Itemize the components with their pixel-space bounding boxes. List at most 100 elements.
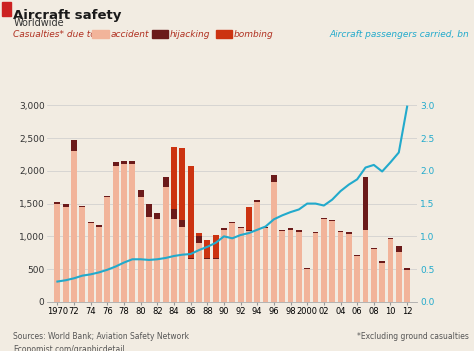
Bar bbox=[279, 231, 285, 302]
Bar bbox=[171, 147, 177, 210]
Bar bbox=[129, 164, 135, 302]
Text: hijacking: hijacking bbox=[170, 30, 210, 39]
Text: *Excluding ground casualties: *Excluding ground casualties bbox=[357, 332, 469, 341]
Bar bbox=[55, 204, 60, 302]
Bar bbox=[96, 225, 102, 226]
Bar bbox=[188, 258, 193, 259]
Bar bbox=[179, 148, 185, 220]
Bar bbox=[129, 161, 135, 164]
Bar bbox=[88, 223, 94, 302]
Bar bbox=[96, 226, 102, 302]
Text: Casualties* due to:: Casualties* due to: bbox=[13, 30, 99, 39]
Bar bbox=[188, 259, 193, 302]
Bar bbox=[321, 219, 327, 302]
Bar bbox=[221, 230, 227, 302]
Bar bbox=[321, 218, 327, 219]
Bar bbox=[313, 233, 319, 302]
Bar bbox=[196, 243, 202, 302]
Bar bbox=[396, 245, 402, 252]
Bar bbox=[155, 213, 160, 219]
Bar bbox=[363, 230, 368, 302]
Bar bbox=[171, 210, 177, 219]
Bar bbox=[104, 197, 110, 302]
Bar bbox=[63, 207, 69, 302]
Bar bbox=[396, 252, 402, 302]
Bar bbox=[213, 258, 219, 259]
Bar bbox=[163, 177, 169, 187]
Bar bbox=[404, 270, 410, 302]
Bar bbox=[271, 182, 277, 302]
Bar bbox=[146, 217, 152, 302]
Bar bbox=[279, 230, 285, 231]
Bar bbox=[337, 232, 344, 302]
Bar bbox=[296, 231, 302, 232]
Bar bbox=[246, 207, 252, 230]
Bar bbox=[288, 229, 293, 230]
Bar bbox=[121, 161, 127, 164]
Bar bbox=[304, 268, 310, 269]
Text: Worldwide: Worldwide bbox=[13, 18, 64, 28]
Text: Aircraft passengers carried, bn: Aircraft passengers carried, bn bbox=[329, 30, 469, 39]
Bar bbox=[337, 231, 344, 232]
Text: Aircraft safety: Aircraft safety bbox=[13, 9, 122, 22]
Bar bbox=[229, 222, 235, 223]
Bar bbox=[296, 232, 302, 302]
Bar bbox=[346, 234, 352, 302]
Bar bbox=[88, 222, 94, 223]
Bar bbox=[354, 256, 360, 302]
Text: accident: accident bbox=[110, 30, 149, 39]
Bar bbox=[55, 202, 60, 204]
Bar bbox=[313, 232, 319, 233]
Bar bbox=[379, 261, 385, 263]
Bar bbox=[138, 197, 144, 302]
Text: bombing: bombing bbox=[234, 30, 273, 39]
Bar bbox=[288, 230, 293, 302]
Bar bbox=[104, 196, 110, 197]
Bar bbox=[80, 207, 85, 302]
Bar bbox=[379, 263, 385, 302]
Bar bbox=[113, 162, 118, 166]
Bar bbox=[255, 200, 260, 201]
Bar bbox=[371, 248, 377, 250]
Bar bbox=[196, 236, 202, 243]
Bar bbox=[363, 177, 368, 230]
Bar bbox=[329, 221, 335, 302]
Bar bbox=[188, 166, 193, 258]
Bar bbox=[213, 259, 219, 302]
Bar bbox=[237, 228, 244, 302]
Bar bbox=[204, 258, 210, 259]
Bar bbox=[71, 151, 77, 302]
Text: Sources: World Bank; Aviation Safety Network: Sources: World Bank; Aviation Safety Net… bbox=[13, 332, 189, 341]
Bar bbox=[304, 269, 310, 302]
Bar bbox=[404, 269, 410, 270]
Bar bbox=[354, 255, 360, 256]
Bar bbox=[138, 191, 144, 197]
Bar bbox=[213, 235, 219, 258]
Text: Economist.com/graphicdetail: Economist.com/graphicdetail bbox=[13, 345, 125, 351]
Bar bbox=[113, 166, 118, 302]
Bar bbox=[163, 187, 169, 302]
Bar bbox=[155, 219, 160, 302]
Bar bbox=[388, 239, 393, 302]
Bar bbox=[121, 164, 127, 302]
Bar bbox=[263, 226, 268, 228]
Bar bbox=[271, 176, 277, 182]
Bar bbox=[221, 229, 227, 230]
Bar bbox=[255, 201, 260, 302]
Bar bbox=[204, 240, 210, 258]
Bar bbox=[179, 220, 185, 226]
Bar bbox=[246, 231, 252, 302]
Bar bbox=[204, 259, 210, 302]
Bar bbox=[71, 140, 77, 151]
Bar bbox=[237, 226, 244, 228]
Bar bbox=[329, 220, 335, 221]
Bar bbox=[371, 250, 377, 302]
Bar bbox=[179, 226, 185, 302]
Bar bbox=[80, 206, 85, 207]
Bar bbox=[263, 228, 268, 302]
Bar bbox=[346, 232, 352, 234]
Bar bbox=[388, 238, 393, 239]
Bar bbox=[196, 233, 202, 236]
Bar bbox=[63, 204, 69, 207]
Bar bbox=[229, 223, 235, 302]
